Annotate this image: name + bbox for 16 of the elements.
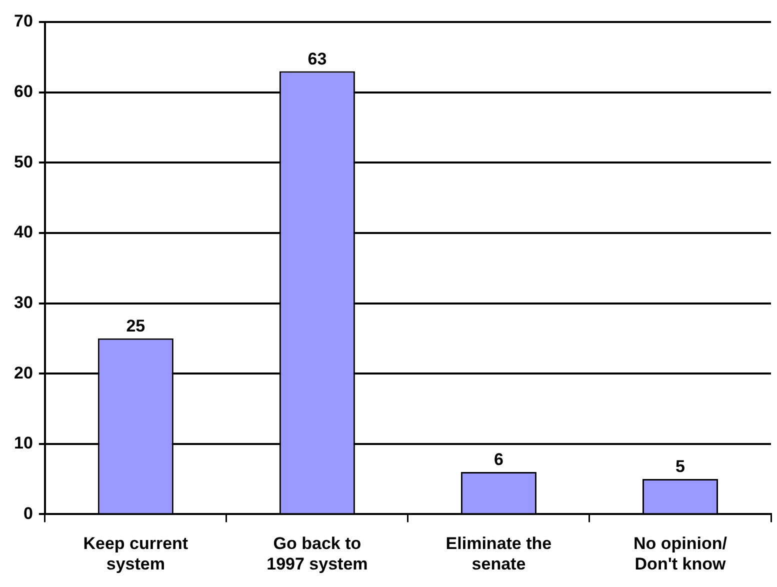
y-tick-label: 10 — [14, 434, 33, 453]
x-tick-label: Keep current system — [83, 534, 188, 574]
data-label: 25 — [126, 316, 146, 336]
y-tick-label: 60 — [14, 82, 33, 101]
data-label: 5 — [676, 457, 685, 476]
y-tick-label: 50 — [14, 152, 33, 172]
x-tick-label: Go back to 1997 system — [266, 534, 368, 574]
y-tick-label: 40 — [14, 222, 33, 242]
y-tick-label: 30 — [14, 292, 33, 312]
x-tick-label: No opinion/ Don't know — [633, 534, 728, 574]
x-tick-label: Eliminate the senate — [446, 534, 552, 574]
y-tick-label: 70 — [14, 12, 33, 31]
y-tick-label: 20 — [14, 363, 33, 382]
data-label: 63 — [308, 49, 327, 68]
y-tick-label: 0 — [23, 504, 33, 523]
data-label: 6 — [494, 450, 504, 470]
